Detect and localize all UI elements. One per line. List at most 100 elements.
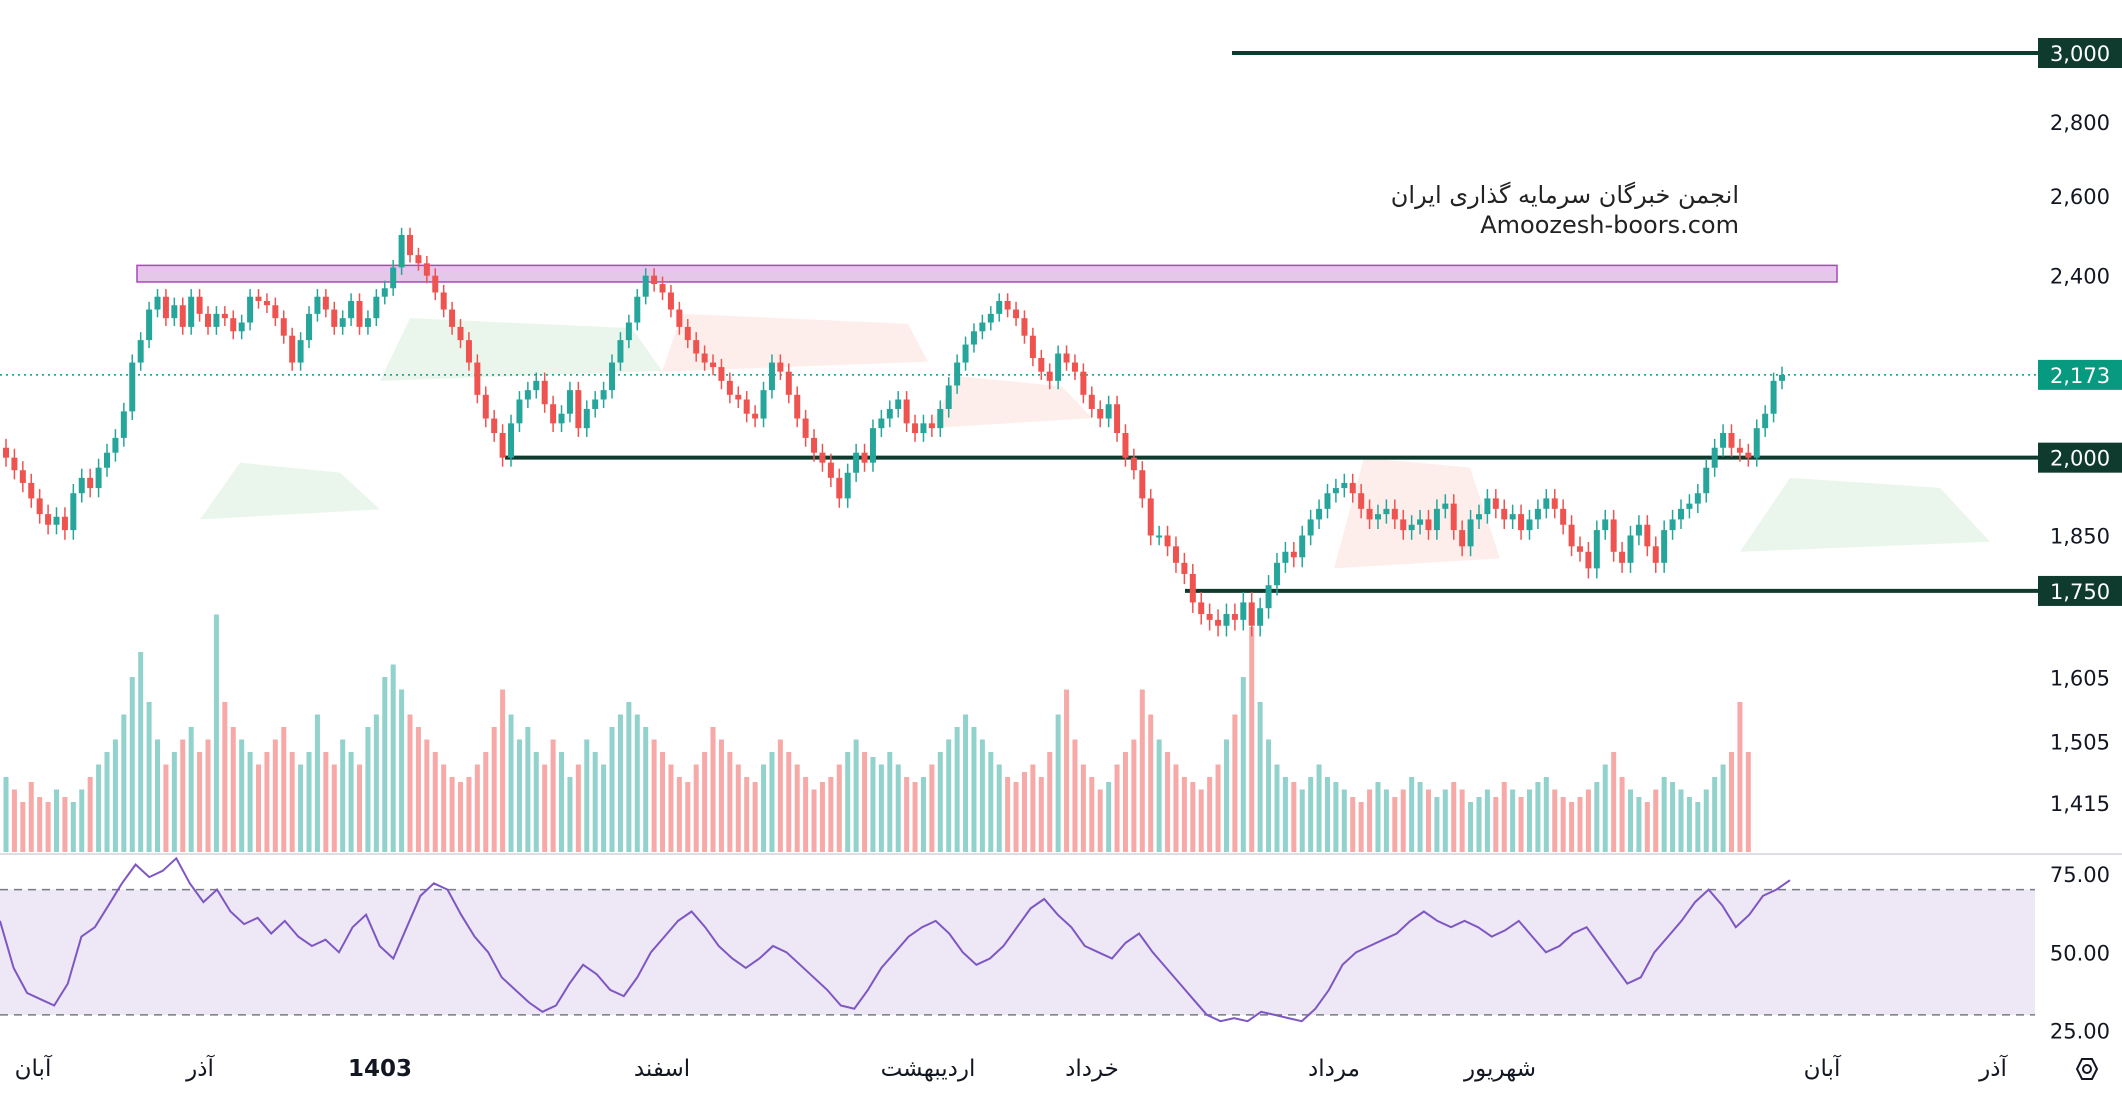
price-axis-tick: 2,800 [2050,111,2110,135]
volume-bar [1274,764,1280,852]
candle-body [1433,508,1440,531]
candle-body [356,300,363,327]
volume-bar [811,789,817,852]
volume-bar [954,727,960,852]
volume-bar [1080,764,1086,852]
volume-bar [289,752,295,852]
candle-body [583,408,590,429]
candle-body [1290,551,1297,558]
volume-bar [508,714,514,852]
candle-body [735,394,742,400]
level-tag-1750 [2038,575,2122,606]
volume-bar [62,797,68,852]
volume-bar [1257,702,1263,852]
candle-body [272,305,279,319]
candle-body [1349,482,1356,494]
ichimoku-cloud-layer [200,313,1990,569]
candle-body [1694,493,1701,504]
candle-body [1114,404,1121,434]
candle-body [1602,519,1609,531]
volume-bar [533,752,539,852]
volume-bar [676,777,682,852]
volume-bar [845,752,851,852]
volume-bar [121,714,127,852]
candle-body [146,309,153,341]
volume-bar [1745,752,1751,852]
volume-bar [1089,777,1095,852]
volume-bar [878,764,884,852]
volume-bar [1072,739,1078,852]
volume-bar [1552,789,1558,852]
volume-bar [803,777,809,852]
volume-bar [197,752,203,852]
volume-bar [1038,777,1044,852]
volume-bar [1215,764,1221,852]
candle-body [1677,508,1684,520]
volume-bar [1569,802,1575,852]
volume-bar [37,797,43,852]
volume-bar [373,714,379,852]
candle-body [550,404,557,424]
candle-body [28,482,35,499]
watermark-line1: انجمن خبرگان سرمایه گذاری ایران [1390,181,1739,209]
candle-body [1181,562,1188,574]
volume-bar [79,789,85,852]
candle-body [53,516,60,525]
volume-bar [525,727,531,852]
candle-body [903,399,910,424]
candle-body [1425,519,1432,531]
volume-bar [1627,789,1633,852]
candle-body [684,326,691,341]
candle-body [785,371,792,395]
candle-body [238,322,245,332]
volume-bar [264,752,270,852]
candle-body [1518,514,1525,531]
rsi-line [0,856,1791,1023]
volume-bar [929,764,935,852]
candle-body [491,418,498,434]
volume-bar [1097,789,1103,852]
candle-body [1248,602,1255,626]
candle-body [1156,535,1163,538]
candle-body [1004,300,1011,310]
candle-body [659,284,666,293]
candle-body [1770,380,1777,414]
volume-bar [1737,702,1743,852]
volume-bar [20,802,26,852]
candle-body [912,423,919,434]
volume-bar [1484,789,1490,852]
candle-body [1122,433,1129,458]
candle-body [1013,309,1020,319]
candle-body [1172,546,1179,563]
volume-bar [1510,789,1516,852]
volume-bar [1207,777,1213,852]
volume-bar [1223,739,1229,852]
candles-layer [3,227,1785,637]
candle-body [1097,408,1104,419]
candle-body [247,296,254,323]
candle-body [634,296,641,323]
volume-bar [1333,782,1339,852]
candle-body [457,326,464,341]
volume-bar [1703,789,1709,852]
candle-body [710,362,717,368]
volume-bar [1459,789,1465,852]
candle-body [861,452,868,463]
candle-body [1029,335,1036,359]
volume-bar [1501,782,1507,852]
candle-body [1257,608,1264,626]
volume-bar [491,727,497,852]
candle-body [205,313,212,327]
volume-bar [1619,777,1625,852]
candle-body [1459,530,1466,547]
volume-bar [870,757,876,852]
candle-body [1585,551,1592,569]
volume-bar [1114,764,1120,852]
ichimoku-cloud-bearish [662,313,928,372]
volume-bar [819,782,825,852]
price-axis-tick: 1,850 [2050,524,2110,548]
volume-bar [777,739,783,852]
candle-body [1206,614,1213,620]
chart-settings-button[interactable] [2070,1052,2104,1086]
rsi-band [0,889,2035,1015]
